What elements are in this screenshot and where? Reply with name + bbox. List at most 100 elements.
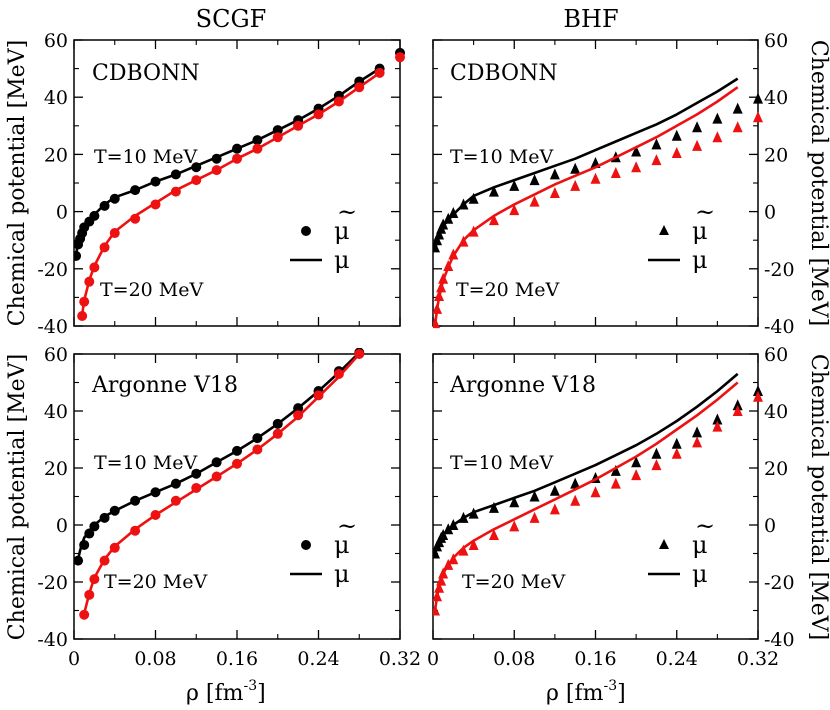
- legend-label-mu: μ: [692, 560, 708, 588]
- legend-label-mu: μ: [692, 246, 708, 274]
- data-point: [651, 154, 662, 166]
- data-point: [753, 390, 763, 402]
- data-point: [443, 558, 454, 570]
- data-point: [252, 433, 263, 444]
- y-tick-label: 40: [44, 87, 68, 109]
- data-point: [170, 169, 181, 180]
- y-tick-label: 20: [764, 458, 788, 480]
- data-point: [252, 135, 263, 146]
- data-point: [488, 528, 499, 540]
- data-point: [74, 555, 84, 566]
- data-point: [732, 102, 743, 114]
- data-point: [109, 228, 120, 239]
- data-point: [753, 385, 763, 397]
- data-point: [99, 200, 110, 211]
- data-point: [333, 368, 344, 379]
- data-point: [468, 507, 479, 519]
- data-point: [170, 186, 181, 197]
- data-point: [732, 405, 743, 416]
- x-axis-title-right: ρ [fm-3]: [546, 678, 626, 706]
- x-axis-title-main: ρ [fm: [546, 681, 604, 706]
- data-point: [590, 486, 601, 498]
- x-axis-title-sup: -3: [244, 678, 258, 694]
- temp-label-20mev: T=20 MeV: [104, 571, 208, 593]
- data-point: [252, 444, 263, 455]
- data-point: [610, 464, 621, 476]
- data-point: [293, 410, 304, 421]
- data-point: [109, 505, 120, 516]
- y-axis-title-bottom-left: Chemical potential [MeV]: [5, 354, 30, 640]
- temp-label-10mev: T=10 MeV: [94, 452, 198, 474]
- data-point: [549, 484, 560, 496]
- y-axis-title-top-right: Chemical potential [MeV]: [806, 40, 830, 326]
- y-tick-label: 40: [764, 401, 788, 423]
- data-point: [191, 468, 202, 479]
- data-point: [732, 399, 743, 411]
- data-point: [671, 447, 682, 459]
- data-point: [631, 469, 642, 481]
- data-point: [434, 581, 445, 593]
- data-layer: [74, 348, 365, 620]
- data-point: [272, 132, 283, 143]
- data-point: [610, 166, 621, 178]
- data-point: [712, 131, 723, 143]
- data-point: [509, 179, 520, 191]
- data-point: [232, 445, 242, 456]
- data-point: [610, 477, 621, 489]
- data-point: [433, 604, 441, 616]
- temp-label-20mev: T=20 MeV: [456, 279, 560, 301]
- y-tick-label: -20: [764, 572, 795, 594]
- data-point: [712, 413, 723, 425]
- data-point: [448, 553, 459, 565]
- data-point: [509, 204, 520, 216]
- y-tick-label: 0: [56, 202, 68, 224]
- data-point: [77, 310, 88, 321]
- data-point: [272, 428, 283, 439]
- data-point: [89, 262, 100, 273]
- x-axis-title-sup: -3: [604, 678, 618, 694]
- y-tick-label: 60: [44, 30, 68, 52]
- data-point: [272, 418, 283, 429]
- data-point: [570, 179, 581, 191]
- data-point: [354, 349, 365, 359]
- data-point: [438, 567, 449, 579]
- data-point: [753, 111, 763, 123]
- temp-label-10mev: T=10 MeV: [94, 146, 198, 168]
- data-point: [549, 168, 560, 180]
- data-point: [671, 146, 682, 158]
- y-tick-label: -40: [764, 316, 795, 338]
- y-axis-title-top-left: Chemical potential [MeV]: [5, 40, 30, 326]
- data-point: [529, 511, 540, 523]
- data-point: [89, 574, 100, 585]
- legend-label-mu-tilde: μ: [334, 531, 350, 559]
- data-point: [488, 185, 499, 197]
- data-point: [529, 490, 540, 502]
- x-axis-title-end: ]: [257, 681, 266, 706]
- data-point: [434, 289, 445, 301]
- data-point: [211, 471, 222, 482]
- y-tick-label: 20: [44, 458, 68, 480]
- x-tick-label: 0.32: [379, 648, 421, 670]
- data-point: [395, 52, 405, 63]
- x-tick-label: 0.08: [134, 648, 176, 670]
- legend-tilde-accent: ~: [337, 198, 357, 226]
- model-label: CDBONN: [450, 61, 558, 86]
- data-point: [191, 162, 202, 173]
- data-point: [458, 511, 469, 523]
- data-point: [651, 459, 662, 471]
- x-tick-label: 0.24: [656, 648, 698, 670]
- data-point: [74, 250, 82, 261]
- data-point: [272, 125, 283, 136]
- legend-label-mu: μ: [334, 560, 350, 588]
- y-tick-label: 60: [44, 344, 68, 366]
- data-point: [692, 139, 703, 151]
- column-title-bhf: BHF: [563, 5, 618, 33]
- data-point: [130, 495, 141, 506]
- data-point: [232, 143, 242, 154]
- data-point: [150, 176, 161, 187]
- data-point: [570, 162, 581, 174]
- data-point: [79, 609, 90, 620]
- data-point: [109, 542, 120, 553]
- data-point: [529, 195, 540, 207]
